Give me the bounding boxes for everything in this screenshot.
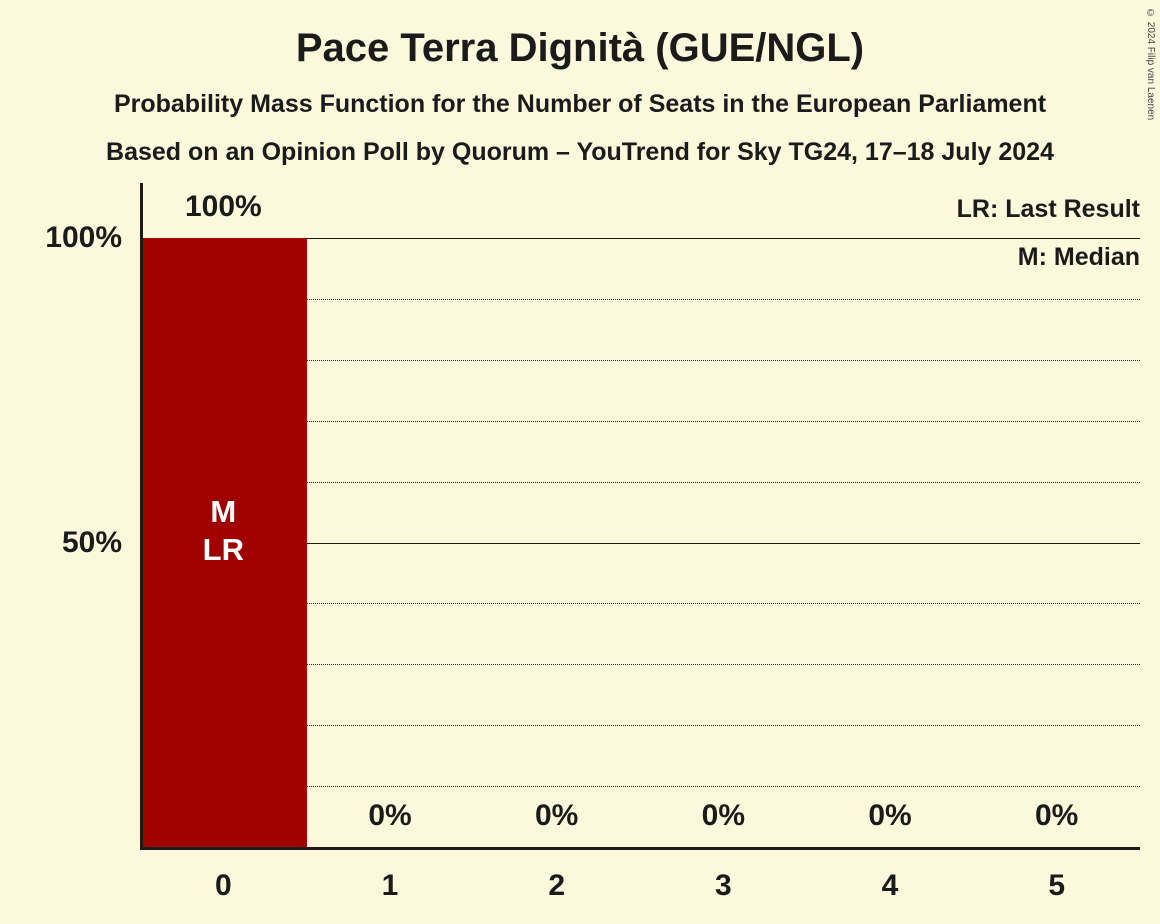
bar [140,238,307,847]
gridline-solid [140,238,1140,239]
gridline-dotted [140,786,1140,788]
gridline-dotted [140,664,1140,666]
legend-last-result: LR: Last Result [956,195,1140,223]
legend-median: M: Median [1017,243,1140,271]
gridline-solid [140,542,1140,544]
y-axis-tick-label: 100% [45,221,122,254]
gridline-dotted [140,298,1140,300]
x-axis-category-label: 2 [548,869,565,902]
gridline-dotted [140,420,1140,422]
bar-value-label: 0% [1034,799,1079,832]
bar-value-label: 0% [868,799,912,832]
gridline-dotted [140,359,1140,361]
x-axis-category-label: 3 [714,869,732,902]
bar-value-label: 100% [184,190,262,223]
x-axis-category-label: 4 [881,869,899,902]
bar-value-label: 0% [368,799,412,832]
gridline-dotted [140,481,1140,483]
x-axis-category-label: 0 [214,869,232,902]
x-axis-category-label: 1 [381,869,399,902]
gridline-dotted [140,725,1140,727]
bar-value-label: 0% [534,799,579,832]
bar-annotation: M LR [202,493,244,567]
x-axis-category-label: 5 [1048,869,1065,902]
y-axis-tick-label: 50% [61,525,122,559]
bar-value-label: 0% [701,799,746,832]
gridline-dotted [140,603,1140,605]
x-axis-line [140,847,1140,850]
chart-legend: LR: Last Result M: Median [957,185,1140,281]
copyright-notice: © 2024 Filip van Laenen [1145,8,1156,121]
chart-subtitle: Probability Mass Function for the Number… [113,90,1047,118]
y-axis-line [140,183,143,849]
chart-poll-source: Based on an Opinion Poll by Quorum – You… [106,138,1054,166]
chart-title: Pace Terra Dignità (GUE/NGL) [295,26,865,70]
